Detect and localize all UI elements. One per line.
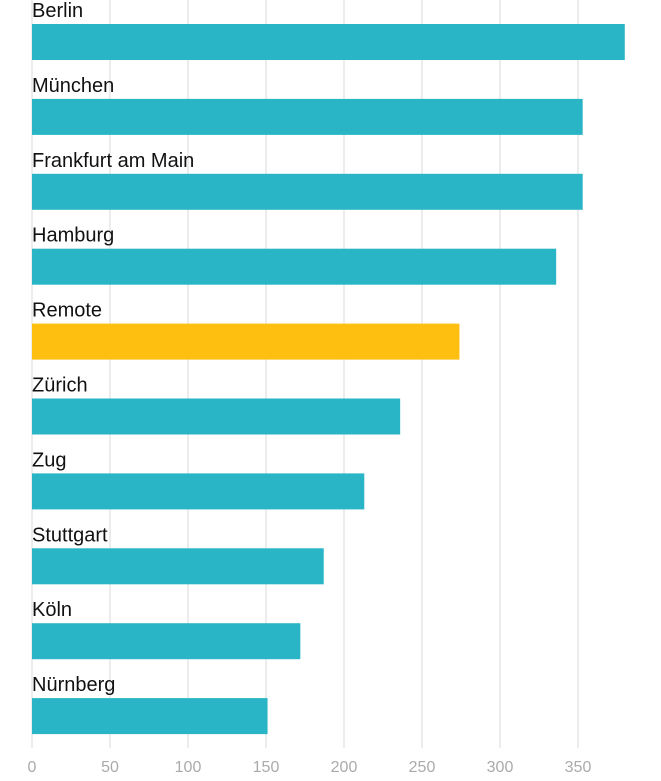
category-label: Zug [32, 449, 66, 471]
x-tick-label: 300 [487, 759, 514, 776]
x-tick-label: 350 [565, 759, 592, 776]
bar-nürnberg [32, 698, 268, 735]
category-label: Berlin [32, 0, 83, 22]
category-label: Stuttgart [32, 524, 108, 546]
x-tick-label: 200 [331, 759, 358, 776]
bar-remote [32, 323, 460, 360]
category-label: Remote [32, 300, 102, 322]
bar-münchen [32, 98, 583, 135]
bar-berlin [32, 24, 625, 60]
bar-stuttgart [32, 548, 324, 585]
x-tick-label: 150 [253, 759, 280, 776]
x-tick-label: 250 [409, 759, 436, 776]
category-label: Frankfurt am Main [32, 150, 194, 172]
bar-hamburg [32, 248, 557, 285]
bar-zürich [32, 398, 401, 435]
category-label: Nürnberg [32, 674, 115, 696]
x-tick-label: 0 [28, 759, 37, 776]
category-label: Hamburg [32, 225, 114, 247]
bar-köln [32, 623, 301, 660]
bar-zug [32, 473, 365, 510]
x-tick-label: 100 [175, 759, 202, 776]
category-label: Köln [32, 599, 72, 621]
category-label: München [32, 75, 114, 97]
bar-frankfurt-am-main [32, 173, 583, 210]
x-tick-label: 50 [101, 759, 119, 776]
category-label: Zürich [32, 375, 88, 397]
